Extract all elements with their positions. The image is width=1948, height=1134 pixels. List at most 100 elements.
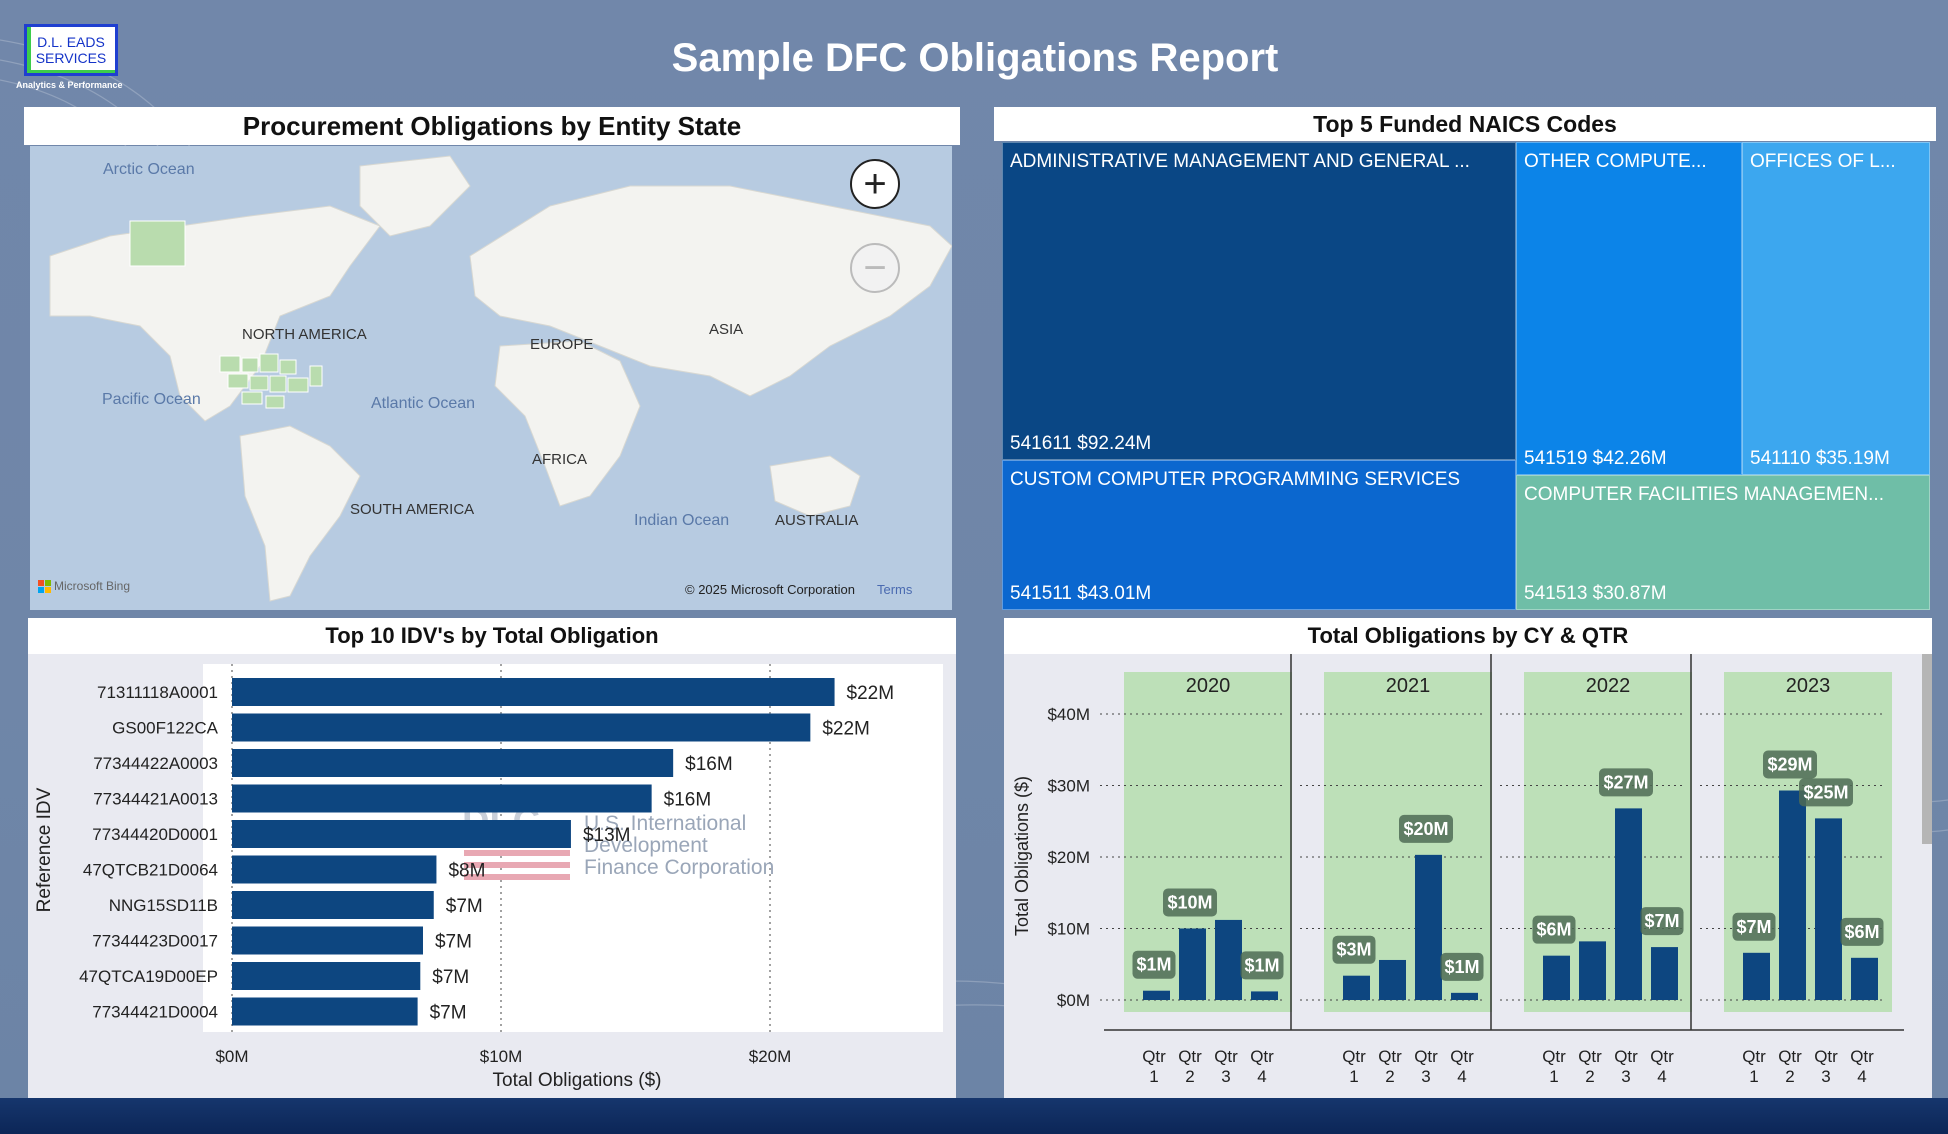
quarter-label: 3 xyxy=(1421,1067,1430,1086)
idv-bar xyxy=(232,784,652,813)
cy-qtr-chart-title: Total Obligations by CY & QTR xyxy=(1004,618,1932,654)
quarter-label: Qtr xyxy=(1742,1047,1766,1066)
label-atlantic-ocean: Atlantic Ocean xyxy=(371,395,476,412)
quarter-label: Qtr xyxy=(1542,1047,1566,1066)
column-data-label: $6M xyxy=(1536,920,1571,940)
data-label-bubble xyxy=(1163,888,1217,917)
quarter-column xyxy=(1743,952,1770,1000)
quarter-label: Qtr xyxy=(1378,1047,1402,1066)
treemap-cell-name: CUSTOM COMPUTER PROGRAMMING SERVICES xyxy=(1010,469,1461,490)
watermark-text: Development xyxy=(584,834,708,857)
column-data-label: $7M xyxy=(1644,911,1679,931)
quarter-label: 4 xyxy=(1257,1067,1266,1086)
quarter-label: 4 xyxy=(1457,1067,1466,1086)
column-data-label: $20M xyxy=(1403,819,1448,839)
scrollbar[interactable] xyxy=(1922,654,1932,844)
quarter-column xyxy=(1215,919,1242,1000)
quarter-label: 2 xyxy=(1785,1067,1794,1086)
treemap-cell-name: ADMINISTRATIVE MANAGEMENT AND GENERAL ..… xyxy=(1010,151,1470,172)
cy-qtr-chart-panel: $0M $10M $20M $30M $40M 2020 Qtr 1 Qtr 2 Qtr 3 Qtr 4 2… xyxy=(1004,654,1932,1098)
treemap-cell-value: 541519 $42.26M xyxy=(1524,448,1667,469)
watermark-text: U.S. International xyxy=(584,812,746,835)
label-africa: AFRICA xyxy=(532,451,588,468)
quarter-label: Qtr xyxy=(1850,1047,1874,1066)
column-data-label: $7M xyxy=(1736,917,1771,937)
map-terms-link[interactable]: Terms xyxy=(877,582,913,597)
quarter-label: 1 xyxy=(1149,1067,1158,1086)
quarter-label: 4 xyxy=(1857,1067,1866,1086)
label-indian-ocean: Indian Ocean xyxy=(634,512,730,529)
treemap-cell-value: 541611 $92.24M xyxy=(1010,433,1152,454)
world-map[interactable]: Arctic Ocean NORTH AMERICA EUROPE ASIA P… xyxy=(30,146,952,610)
quarter-column xyxy=(1451,992,1478,1000)
quarter-label: 3 xyxy=(1821,1067,1830,1086)
logo-line-2: SERVICES xyxy=(35,50,107,66)
treemap-cell-value: 541513 $30.87M xyxy=(1524,583,1667,604)
y-tick-label: $40M xyxy=(1047,705,1090,724)
quarter-label: Qtr xyxy=(1214,1047,1238,1066)
quarter-label: Qtr xyxy=(1814,1047,1838,1066)
year-label: 2023 xyxy=(1786,675,1831,697)
data-label-bubble xyxy=(1240,951,1284,980)
zoom-in-button[interactable]: + xyxy=(850,159,900,209)
quarter-column xyxy=(1343,975,1370,1000)
treemap-cell-value: 541511 $43.01M xyxy=(1010,583,1152,604)
bing-provider-label: Microsoft Bing xyxy=(54,579,131,593)
treemap-cell[interactable]: CUSTOM COMPUTER PROGRAMMING SERVICES 5415… xyxy=(1002,460,1516,610)
quarter-label: 4 xyxy=(1657,1067,1666,1086)
map-title: Procurement Obligations by Entity State xyxy=(24,107,960,145)
treemap-cell[interactable]: ADMINISTRATIVE MANAGEMENT AND GENERAL ..… xyxy=(1002,142,1516,460)
column-data-label: $1M xyxy=(1444,957,1479,977)
treemap-cell-value: 541110 $35.19M xyxy=(1750,448,1890,469)
label-arctic-ocean: Arctic Ocean xyxy=(103,161,195,178)
idv-bar xyxy=(232,891,434,919)
map-copyright: © 2025 Microsoft Corporation xyxy=(685,582,855,597)
x-tick-label: $20M xyxy=(749,1047,792,1066)
quarter-label: Qtr xyxy=(1778,1047,1802,1066)
bar-data-label: $16M xyxy=(685,754,733,775)
logo-line-1: D.L. EADS xyxy=(37,34,105,50)
treemap-cell[interactable]: COMPUTER FACILITIES MANAGEMEN... 541513 $… xyxy=(1516,475,1930,610)
y-axis-title: Total Obligations ($) xyxy=(1012,776,1032,936)
quarter-label: 1 xyxy=(1349,1067,1358,1086)
bar-data-label: $7M xyxy=(430,1003,467,1024)
y-category-label: 77344421A0013 xyxy=(93,790,218,809)
y-category-label: 77344420D0001 xyxy=(92,825,218,844)
y-category-label: 71311118A0001 xyxy=(97,683,218,702)
data-label-bubble xyxy=(1440,952,1484,981)
treemap-cell[interactable]: OTHER COMPUTE... 541519 $42.26M xyxy=(1516,142,1742,475)
quarter-column xyxy=(1851,957,1878,1000)
quarter-label: 3 xyxy=(1621,1067,1630,1086)
quarter-label: 2 xyxy=(1385,1067,1394,1086)
microsoft-logo-icon xyxy=(38,579,51,593)
idv-bar-chart: $0M$10M$20MDFCU.S. InternationalDevelopm… xyxy=(34,664,943,1091)
idv-bar xyxy=(232,820,571,848)
quarter-label: Qtr xyxy=(1250,1047,1274,1066)
y-category-label: NNG15SD11B xyxy=(109,896,218,915)
quarter-label: Qtr xyxy=(1578,1047,1602,1066)
quarter-label: Qtr xyxy=(1342,1047,1366,1066)
bar-data-label: $16M xyxy=(664,790,712,811)
x-tick-label: $0M xyxy=(215,1047,248,1066)
data-label-bubble xyxy=(1640,907,1684,936)
label-south-america: SOUTH AMERICA xyxy=(350,501,475,518)
bar-data-label: $7M xyxy=(446,896,483,917)
zoom-out-button[interactable]: − xyxy=(850,243,900,293)
data-label-bubble xyxy=(1332,935,1376,964)
plus-icon: + xyxy=(863,162,887,206)
bar-data-label: $13M xyxy=(583,825,631,846)
idv-bar xyxy=(232,997,418,1026)
idv-bar xyxy=(232,749,674,777)
quarter-column xyxy=(1579,941,1606,1000)
label-europe: EUROPE xyxy=(530,336,594,353)
quarter-label: 2 xyxy=(1185,1067,1194,1086)
quarter-column xyxy=(1779,790,1806,1000)
treemap-cell[interactable]: OFFICES OF L... 541110 $35.19M xyxy=(1742,142,1930,475)
data-label-bubble xyxy=(1799,778,1853,807)
idv-chart-panel: $0M$10M$20MDFCU.S. InternationalDevelopm… xyxy=(28,654,956,1098)
data-label-bubble xyxy=(1532,915,1576,944)
y-category-label: 77344422A0003 xyxy=(93,754,218,773)
report-title: Sample DFC Obligations Report xyxy=(671,36,1279,80)
bar-data-label: $22M xyxy=(822,719,870,740)
x-tick-label: $10M xyxy=(480,1047,523,1066)
